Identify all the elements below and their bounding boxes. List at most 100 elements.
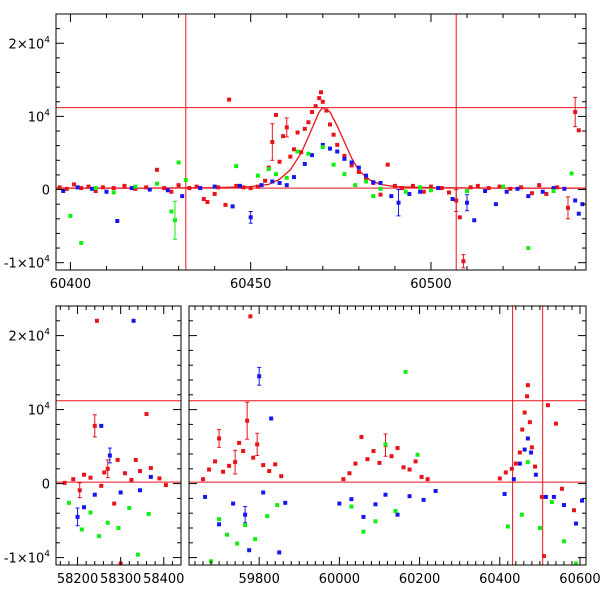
blue-data-point bbox=[291, 175, 296, 180]
blue-data-point bbox=[99, 423, 104, 428]
green-data-point bbox=[235, 541, 240, 546]
blue-data-point bbox=[483, 189, 488, 194]
y-tick-label: 104 bbox=[28, 108, 51, 125]
red-data-point bbox=[281, 134, 286, 139]
blue-data-point bbox=[243, 512, 248, 517]
blue-data-point bbox=[198, 186, 203, 191]
top-plot-frame bbox=[55, 13, 587, 271]
red-data-point bbox=[154, 167, 159, 172]
green-data-point bbox=[225, 532, 230, 537]
red-data-point bbox=[475, 183, 480, 188]
blue-data-point bbox=[75, 185, 80, 190]
red-data-point bbox=[349, 163, 354, 168]
red-data-point bbox=[279, 474, 284, 479]
blue-data-point bbox=[107, 453, 112, 458]
green-data-point bbox=[403, 369, 408, 374]
blue-data-point bbox=[364, 173, 369, 178]
red-data-point bbox=[559, 486, 564, 491]
red-data-point bbox=[227, 463, 232, 468]
y-tick-label: 0 bbox=[42, 478, 50, 493]
y-tick-label: -1×104 bbox=[4, 550, 50, 567]
x-tick-label: 60400 bbox=[479, 572, 520, 587]
blue-data-point bbox=[261, 490, 266, 495]
red-data-point bbox=[241, 449, 246, 454]
green-data-point bbox=[183, 178, 188, 183]
green-data-point bbox=[127, 506, 132, 511]
blue-data-point bbox=[118, 490, 123, 495]
green-data-point bbox=[331, 162, 336, 167]
red-data-point bbox=[223, 202, 228, 207]
red-data-point bbox=[234, 183, 239, 188]
blue-data-point bbox=[573, 198, 578, 203]
blue-data-point bbox=[576, 211, 581, 216]
green-data-point bbox=[217, 517, 222, 522]
red-data-point bbox=[503, 470, 508, 475]
red-data-point bbox=[331, 132, 336, 137]
blue-data-point bbox=[407, 191, 412, 196]
red-data-point bbox=[115, 457, 120, 462]
red-data-point bbox=[82, 472, 87, 477]
red-data-point bbox=[313, 104, 318, 109]
red-data-point bbox=[212, 191, 217, 196]
red-data-point bbox=[133, 186, 138, 191]
red-data-point bbox=[365, 457, 370, 462]
blue-data-point bbox=[515, 186, 520, 191]
green-data-point bbox=[234, 164, 239, 169]
blue-data-point bbox=[277, 180, 282, 185]
red-data-point bbox=[522, 410, 527, 415]
red-data-point bbox=[571, 508, 576, 513]
red-data-point bbox=[162, 186, 167, 191]
blue-data-point bbox=[131, 318, 136, 323]
red-data-point bbox=[364, 176, 369, 181]
blue-data-point bbox=[356, 165, 361, 170]
green-data-point bbox=[561, 539, 566, 544]
red-data-point bbox=[112, 501, 117, 506]
blue-data-point bbox=[436, 186, 441, 191]
blue-data-point bbox=[371, 180, 376, 185]
blue-data-point bbox=[104, 189, 109, 194]
red-data-point bbox=[227, 97, 232, 102]
red-data-point bbox=[347, 471, 352, 476]
red-data-point bbox=[72, 182, 77, 187]
green-data-point bbox=[415, 452, 420, 457]
red-data-point bbox=[389, 454, 394, 459]
blue-data-point bbox=[522, 447, 527, 452]
red-data-point bbox=[105, 466, 110, 471]
blue-data-point bbox=[337, 501, 342, 506]
red-data-point bbox=[233, 460, 238, 465]
red-data-point bbox=[241, 185, 246, 190]
red-data-point bbox=[163, 483, 168, 488]
red-data-point bbox=[267, 469, 272, 474]
red-data-point bbox=[378, 192, 383, 197]
green-data-point bbox=[154, 181, 159, 186]
blue-data-point bbox=[283, 500, 288, 505]
red-data-point bbox=[299, 150, 304, 155]
y-tick-label: 104 bbox=[28, 402, 51, 419]
red-data-point bbox=[529, 445, 534, 450]
blue-data-point bbox=[395, 512, 400, 517]
red-data-point bbox=[100, 185, 105, 190]
red-data-point bbox=[454, 198, 459, 203]
red-data-point bbox=[62, 480, 67, 485]
red-data-point bbox=[248, 186, 253, 191]
x-tick-label: 60600 bbox=[559, 572, 600, 587]
blue-data-point bbox=[373, 502, 378, 507]
red-data-point bbox=[317, 96, 322, 101]
red-data-point bbox=[284, 125, 289, 130]
blue-data-point bbox=[302, 161, 307, 166]
red-data-point bbox=[122, 183, 127, 188]
blue-data-point bbox=[525, 436, 530, 441]
red-data-point bbox=[273, 462, 278, 467]
green-data-point bbox=[320, 145, 325, 150]
red-data-point bbox=[302, 126, 307, 131]
blue-data-point bbox=[259, 183, 264, 188]
red-data-point bbox=[57, 185, 62, 190]
green-data-point bbox=[135, 552, 140, 557]
red-data-point bbox=[421, 189, 426, 194]
green-data-point bbox=[66, 500, 71, 505]
red-data-point bbox=[517, 450, 522, 455]
bottom-plot-frame-1 bbox=[55, 305, 182, 566]
green-data-point bbox=[378, 186, 383, 191]
green-data-point bbox=[172, 218, 177, 223]
